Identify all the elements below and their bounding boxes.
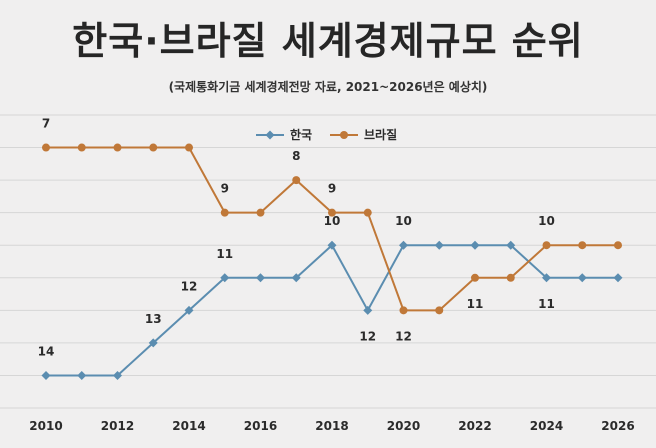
series-line (46, 146, 618, 312)
data-point (614, 241, 622, 250)
data-label: 9 (328, 182, 336, 196)
legend-label: 한국 (290, 127, 312, 142)
data-point (613, 273, 623, 283)
data-point (42, 143, 50, 152)
data-point (113, 370, 122, 380)
data-point (185, 143, 193, 152)
data-point (328, 208, 336, 217)
data-point (292, 176, 301, 185)
x-tick-label: 2012 (101, 419, 134, 433)
data-point (434, 240, 444, 250)
data-point (542, 273, 551, 283)
data-label: 12 (395, 329, 412, 343)
data-label: 9 (221, 182, 229, 196)
data-point (113, 143, 122, 152)
data-point (399, 306, 408, 315)
data-point (506, 273, 515, 282)
x-tick-label: 2026 (601, 419, 634, 433)
data-point (220, 273, 230, 283)
x-tick-label: 2024 (530, 419, 563, 433)
data-point (471, 273, 479, 282)
data-point (256, 208, 265, 217)
data-point (399, 240, 408, 250)
data-label: 11 (216, 247, 233, 261)
data-point (578, 241, 587, 250)
x-axis-ticks: 2010 2012 2014 2016 2018 2020 2022 2024 2026 (29, 419, 634, 433)
data-label: 8 (292, 149, 300, 163)
data-point (363, 208, 372, 217)
data-point (184, 305, 194, 315)
data-label: 7 (42, 117, 50, 131)
data-point (291, 273, 301, 283)
data-label: 13 (145, 312, 162, 326)
data-label: 11 (467, 297, 484, 311)
data-label: 14 (38, 344, 55, 358)
data-point (220, 208, 229, 217)
data-point (577, 273, 587, 283)
legend-marker (265, 130, 275, 140)
data-point (363, 305, 373, 315)
data-point (542, 241, 551, 250)
x-tick-label: 2020 (387, 419, 420, 433)
data-markers (41, 143, 623, 380)
data-point (77, 143, 86, 152)
data-point (41, 370, 51, 380)
data-label: 10 (395, 214, 412, 228)
x-tick-label: 2016 (244, 419, 277, 433)
data-point (470, 240, 480, 250)
x-tick-label: 2010 (29, 419, 62, 433)
data-labels: 14 13 12 11 10 12 10 11 7 9 8 9 12 11 10 (38, 117, 555, 359)
data-point (77, 370, 87, 380)
legend-label: 브라질 (364, 127, 397, 142)
data-point (149, 143, 158, 152)
data-label: 12 (359, 329, 376, 343)
data-label: 11 (538, 297, 555, 311)
x-tick-label: 2014 (172, 419, 205, 433)
legend: 한국 브라질 (256, 127, 397, 142)
x-tick-label: 2022 (458, 419, 491, 433)
chart-subtitle: (국제통화기금 세계경제전망 자료, 2021~2026년은 예상치) (168, 80, 488, 94)
legend-marker (340, 131, 348, 139)
chart-title: 한국·브라질 세계경제규모 순위 (72, 19, 584, 63)
x-tick-label: 2018 (315, 419, 348, 433)
data-point (148, 338, 158, 348)
data-point (327, 240, 337, 250)
data-point (435, 306, 444, 315)
data-label: 10 (538, 214, 555, 228)
data-point (506, 240, 516, 250)
grid-lines (0, 114, 656, 409)
data-label: 10 (324, 214, 341, 228)
data-label: 12 (181, 279, 198, 293)
data-point (256, 273, 265, 283)
